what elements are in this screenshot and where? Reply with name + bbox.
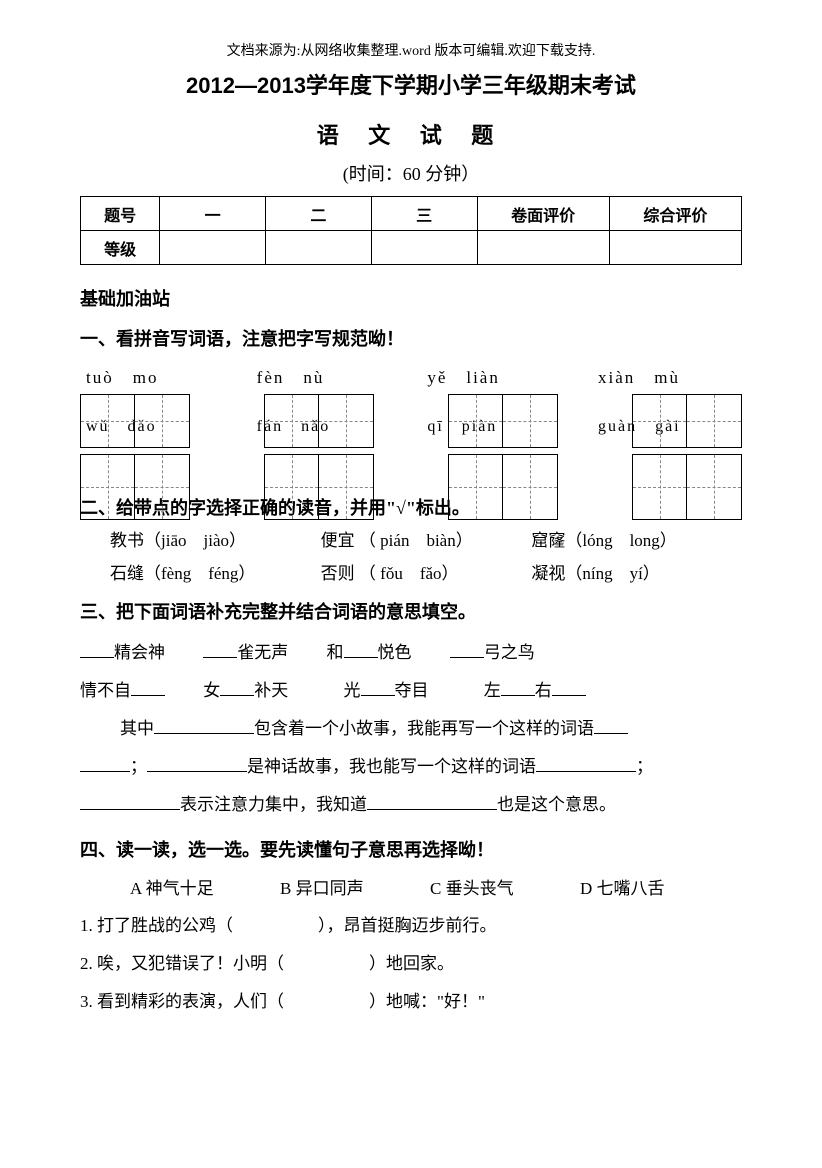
char-grid: [632, 454, 742, 520]
q4-line2: 2. 唉，又犯错误了！小明（ ）地回家。: [80, 947, 742, 981]
text: ；: [130, 757, 147, 776]
section-base-heading: 基础加油站: [80, 285, 742, 311]
q2-item: 否则 （ fǒu fǎo）: [321, 559, 532, 584]
main-title: 2012—2013学年度下学期小学三年级期末考试: [80, 68, 742, 100]
text: 和: [327, 643, 344, 662]
text: 1. 打了胜战的公鸡（: [80, 916, 233, 935]
cell-label: 等级: [81, 231, 160, 265]
cell: 综合评价: [609, 197, 741, 231]
text: 夺目: [395, 681, 429, 700]
option-c: C 垂头丧气: [430, 874, 580, 899]
q3-title: 三、把下面词语补充完整并结合词语的意思填空。: [80, 598, 742, 624]
option-b: B 异口同声: [280, 874, 430, 899]
cell: [609, 231, 741, 265]
char-grid-row: wǔ dǎo fán nǎo qī piàn guàn gài: [80, 394, 742, 448]
q3-line2: 情不自 女 补天 光 夺目 左 右: [80, 674, 742, 708]
text: 包含着一个小故事，我能再写一个这样的词语: [254, 719, 594, 738]
cell: [160, 231, 266, 265]
text: 3. 看到精彩的表演，人们（: [80, 992, 284, 1011]
q4-line1: 1. 打了胜战的公鸡（ ），昂首挺胸迈步前行。: [80, 909, 742, 943]
char-grid: [264, 454, 374, 520]
text: 补天: [254, 681, 288, 700]
source-note: 文档来源为:从网络收集整理.word 版本可编辑.欢迎下载支持.: [80, 40, 742, 60]
q4-options: A 神气十足 B 异口同声 C 垂头丧气 D 七嘴八舌: [80, 874, 742, 899]
text: 其中: [120, 719, 154, 738]
text: ），昂首挺胸迈步前行。: [318, 916, 497, 935]
pinyin: tuò mo: [80, 363, 230, 388]
text: 右: [535, 681, 552, 700]
text: 悦色: [378, 643, 412, 662]
char-grid: [632, 394, 742, 448]
pinyin: yě liàn: [421, 363, 571, 388]
q1-title: 一、看拼音写词语，注意把字写规范呦！: [80, 325, 742, 351]
text: 左: [484, 681, 501, 700]
text: 是神话故事，我也能写一个这样的词语: [247, 757, 536, 776]
q2-item: 石缝（fèng féng）: [110, 559, 321, 584]
char-grid-row: 二、给带点的字选择正确的读音，并用"√"标出。: [80, 454, 742, 520]
cell: [266, 231, 372, 265]
score-table: 题号 一 二 三 卷面评价 综合评价 等级: [80, 196, 742, 265]
text: 情不自: [80, 681, 131, 700]
table-row: 题号 一 二 三 卷面评价 综合评价: [81, 197, 742, 231]
cell: 三: [371, 197, 477, 231]
pinyin: fèn nù: [251, 363, 401, 388]
char-grid: [448, 454, 558, 520]
cell-label: 题号: [81, 197, 160, 231]
char-grid: [80, 394, 190, 448]
text: 女: [203, 681, 220, 700]
q3-line5: 表示注意力集中，我知道 也是这个意思。: [80, 788, 742, 822]
char-grid: [264, 394, 374, 448]
q4-line3: 3. 看到精彩的表演，人们（ ）地喊："好！": [80, 985, 742, 1019]
q2-line1: 教书（jiāo jiào） 便宜 （ pián biàn） 窟窿（lóng lo…: [80, 526, 742, 551]
text: ）地回家。: [369, 954, 454, 973]
q2-item: 教书（jiāo jiào）: [110, 526, 321, 551]
text: 也是这个意思。: [497, 795, 616, 814]
char-grid: [448, 394, 558, 448]
cell: 一: [160, 197, 266, 231]
q2-line2: 石缝（fèng féng） 否则 （ fǒu fǎo） 凝视（níng yí）: [80, 559, 742, 584]
q3-line4: ； 是神话故事，我也能写一个这样的词语 ；: [80, 750, 742, 784]
q3-line3: 其中 包含着一个小故事，我能再写一个这样的词语: [80, 712, 742, 746]
cell: 二: [266, 197, 372, 231]
q2-item: 窟窿（lóng long）: [531, 526, 742, 551]
q2-item: 便宜 （ pián biàn）: [321, 526, 532, 551]
text: 2. 唉，又犯错误了！小明（: [80, 954, 284, 973]
pinyin: xiàn mù: [592, 363, 742, 388]
option-d: D 七嘴八舌: [580, 874, 730, 899]
q2-item: 凝视（níng yí）: [531, 559, 742, 584]
cell: [477, 231, 609, 265]
char-grid: [80, 454, 190, 520]
cell: [371, 231, 477, 265]
text: 光: [344, 681, 361, 700]
cell: 卷面评价: [477, 197, 609, 231]
time-note: (时间：60 分钟）: [80, 160, 742, 186]
text: 精会神: [114, 643, 165, 662]
subtitle: 语 文 试 题: [80, 118, 742, 150]
text: 表示注意力集中，我知道: [180, 795, 367, 814]
option-a: A 神气十足: [130, 874, 280, 899]
text: ；: [636, 757, 653, 776]
q3-line1: 精会神 雀无声 和 悦色 弓之鸟: [80, 636, 742, 670]
text: 雀无声: [237, 643, 288, 662]
table-row: 等级: [81, 231, 742, 265]
q4-title: 四、读一读，选一选。要先读懂句子意思再选择呦！: [80, 836, 742, 862]
text: ）地喊："好！": [369, 992, 485, 1011]
pinyin-row: tuò mo fèn nù yě liàn xiàn mù: [80, 363, 742, 388]
text: 弓之鸟: [484, 643, 535, 662]
